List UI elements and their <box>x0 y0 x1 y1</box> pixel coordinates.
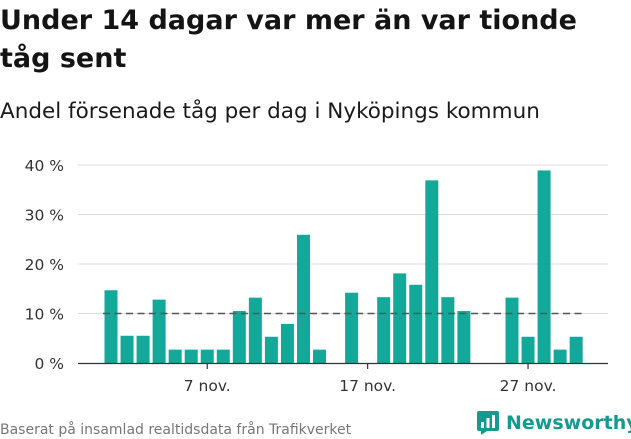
source-note: Baserat på insamlad realtidsdata från Tr… <box>0 422 352 438</box>
brand-name: Newsworthy <box>506 412 631 434</box>
chart-title: Under 14 dagar var mer än var tionde tåg… <box>0 5 577 74</box>
bar <box>569 336 583 363</box>
chart-subtitle: Andel försenade tåg per dag i Nyköpings … <box>0 99 540 124</box>
bar <box>248 297 262 363</box>
newsworthy-brand[interactable]: Newsworthy <box>476 407 631 439</box>
bars <box>104 170 583 363</box>
x-tick-label: 7 nov. <box>184 377 231 395</box>
bar <box>280 323 294 363</box>
newsworthy-logo-icon <box>477 411 499 435</box>
bar <box>200 349 214 363</box>
bar <box>168 349 182 363</box>
bar <box>537 170 551 363</box>
bar <box>345 292 359 363</box>
y-tick-label: 30 % <box>25 207 64 225</box>
x-axis: 7 nov. 17 nov. 27 nov. <box>78 362 608 395</box>
bar <box>441 297 455 363</box>
bar <box>505 297 519 363</box>
bar-chart: 0 % 10 % 20 % 30 % 40 % 7 nov. 17 nov. 27 nov. <box>25 157 608 395</box>
bar <box>425 180 439 363</box>
bar <box>393 273 407 363</box>
bar <box>553 349 567 363</box>
bar <box>184 349 198 363</box>
y-tick-label: 20 % <box>25 256 64 274</box>
y-tick-label: 40 % <box>25 157 64 175</box>
bar <box>409 284 423 363</box>
bar <box>377 297 391 363</box>
y-tick-label: 0 % <box>34 355 64 373</box>
bar <box>232 311 246 363</box>
bar <box>152 299 166 363</box>
x-tick-label: 27 nov. <box>500 377 557 395</box>
bar <box>104 290 118 363</box>
grid-lines <box>78 164 608 314</box>
bar <box>264 336 278 363</box>
bar <box>216 349 230 363</box>
y-tick-label: 10 % <box>25 306 64 324</box>
bar <box>120 335 134 363</box>
bar <box>457 311 471 363</box>
bar <box>313 349 327 363</box>
bar <box>296 234 310 363</box>
x-tick-label: 17 nov. <box>339 377 396 395</box>
bar <box>136 335 150 363</box>
bar <box>521 336 535 363</box>
y-axis: 0 % 10 % 20 % 30 % 40 % <box>25 157 64 373</box>
